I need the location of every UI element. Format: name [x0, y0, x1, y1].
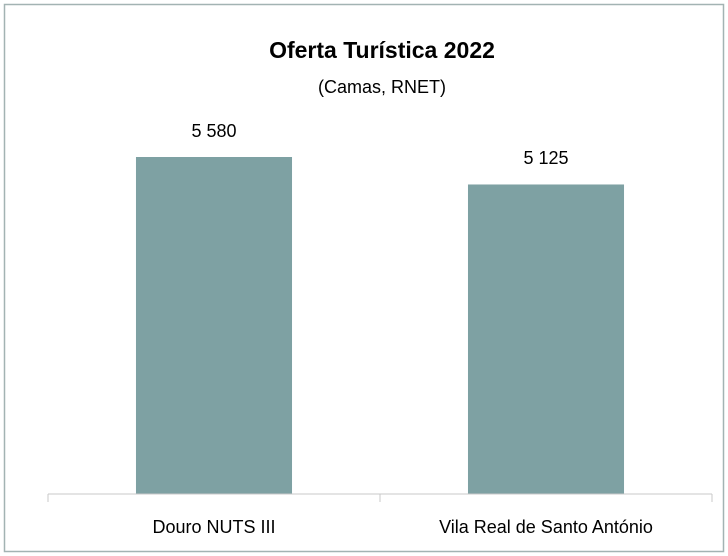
chart-title: Oferta Turística 2022: [269, 37, 495, 63]
chart-subtitle: (Camas, RNET): [318, 77, 446, 97]
x-tick-label: Douro NUTS III: [152, 517, 275, 537]
x-tick-label: Vila Real de Santo António: [439, 517, 653, 537]
bar: [135, 157, 293, 494]
value-label: 5 125: [523, 148, 568, 168]
bar: [467, 184, 625, 495]
value-label: 5 580: [191, 121, 236, 141]
